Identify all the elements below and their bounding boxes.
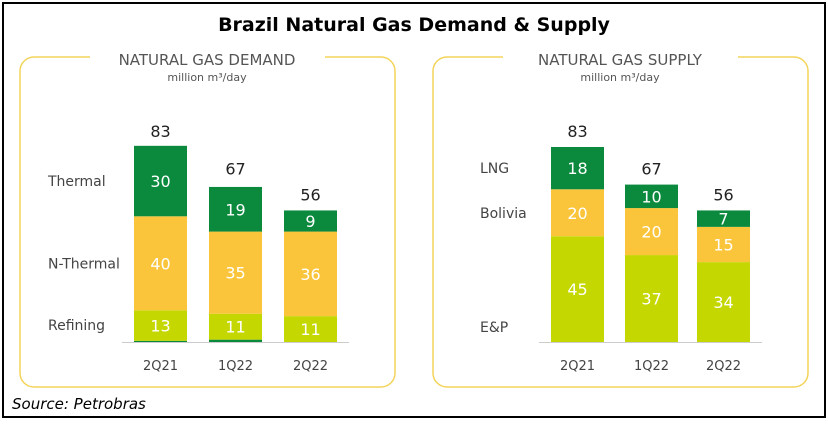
chart-panel-demand: NATURAL GAS DEMAND million m³/day 13 40 30 83… bbox=[19, 50, 396, 388]
data-label: 11 bbox=[300, 320, 320, 339]
bar-segment-e-p-1Q22 bbox=[625, 255, 678, 342]
data-label: 35 bbox=[225, 264, 245, 283]
data-label: 15 bbox=[713, 236, 733, 255]
series-label: Refining bbox=[48, 318, 105, 334]
bar-segment-lng-1Q22 bbox=[625, 184, 678, 209]
bar-segment-thermal-2Q22 bbox=[284, 210, 337, 232]
total-label: 56 bbox=[713, 185, 733, 204]
panel-border bbox=[19, 56, 396, 388]
bar-segment-refining-1Q22 bbox=[209, 313, 262, 340]
series-label: LNG bbox=[480, 161, 509, 177]
data-label: 45 bbox=[567, 280, 587, 299]
x-tick-label: 2Q22 bbox=[706, 359, 741, 374]
total-label: 56 bbox=[300, 185, 320, 204]
chart-title: NATURAL GAS SUPPLY bbox=[538, 51, 703, 69]
bar-segment-other-1Q22 bbox=[209, 339, 262, 342]
bar-segment-n-thermal-2Q21 bbox=[134, 216, 187, 311]
bar-segment-bolivia-2Q22 bbox=[697, 226, 750, 263]
bar-segment-lng-2Q22 bbox=[697, 210, 750, 227]
data-label: 40 bbox=[150, 254, 170, 273]
panel-border-gap bbox=[503, 50, 738, 66]
bar-segment-n-thermal-2Q22 bbox=[284, 231, 337, 317]
bar-segment-other-2Q21 bbox=[134, 340, 187, 342]
data-label: 20 bbox=[641, 223, 661, 242]
panel-border bbox=[432, 56, 809, 388]
bar-segment-e-p-2Q22 bbox=[697, 262, 750, 342]
series-label: Bolivia bbox=[480, 206, 527, 222]
bar-segment-lng-2Q21 bbox=[551, 147, 604, 190]
x-tick-label: 1Q22 bbox=[218, 359, 253, 374]
data-label: 18 bbox=[567, 159, 587, 178]
bar-segment-e-p-2Q21 bbox=[551, 236, 604, 342]
chart-panel-supply: NATURAL GAS SUPPLY million m³/day 45 20 18 83… bbox=[432, 50, 809, 388]
series-label: Thermal bbox=[47, 174, 106, 190]
bar-segment-refining-2Q21 bbox=[134, 310, 187, 341]
total-label: 67 bbox=[641, 160, 661, 179]
data-label: 19 bbox=[225, 200, 245, 219]
bar-segment-bolivia-1Q22 bbox=[625, 208, 678, 256]
bar-segment-thermal-2Q21 bbox=[134, 145, 187, 217]
chart-subtitle: million m³/day bbox=[167, 71, 247, 84]
bar-segment-thermal-1Q22 bbox=[209, 186, 262, 232]
bar-segment-n-thermal-1Q22 bbox=[209, 231, 262, 314]
data-label: 34 bbox=[713, 293, 733, 312]
data-label: 7 bbox=[718, 210, 728, 229]
x-tick-label: 2Q21 bbox=[143, 359, 178, 374]
series-label: E&P bbox=[480, 320, 508, 336]
data-label: 9 bbox=[305, 212, 315, 231]
total-label: 83 bbox=[150, 122, 170, 141]
bar-segment-bolivia-2Q21 bbox=[551, 189, 604, 237]
total-label: 67 bbox=[225, 160, 245, 179]
outer-border bbox=[2, 2, 826, 418]
bar-segment-refining-2Q22 bbox=[284, 316, 337, 342]
data-label: 11 bbox=[225, 318, 245, 337]
data-label: 13 bbox=[150, 317, 170, 336]
source-note: Source: Petrobras bbox=[12, 395, 146, 413]
chart-subtitle: million m³/day bbox=[580, 71, 660, 84]
total-label: 83 bbox=[567, 122, 587, 141]
figure-title: Brazil Natural Gas Demand & Supply bbox=[218, 14, 610, 36]
panel-border-gap bbox=[90, 50, 325, 66]
x-tick-label: 1Q22 bbox=[634, 359, 669, 374]
x-tick-label: 2Q21 bbox=[560, 359, 595, 374]
data-label: 37 bbox=[641, 290, 661, 309]
data-label: 10 bbox=[641, 187, 661, 206]
data-label: 20 bbox=[567, 204, 587, 223]
data-label: 30 bbox=[150, 172, 170, 191]
series-label: N-Thermal bbox=[48, 256, 120, 272]
chart-title: NATURAL GAS DEMAND bbox=[119, 51, 296, 69]
x-tick-label: 2Q22 bbox=[293, 359, 328, 374]
data-label: 36 bbox=[300, 265, 320, 284]
